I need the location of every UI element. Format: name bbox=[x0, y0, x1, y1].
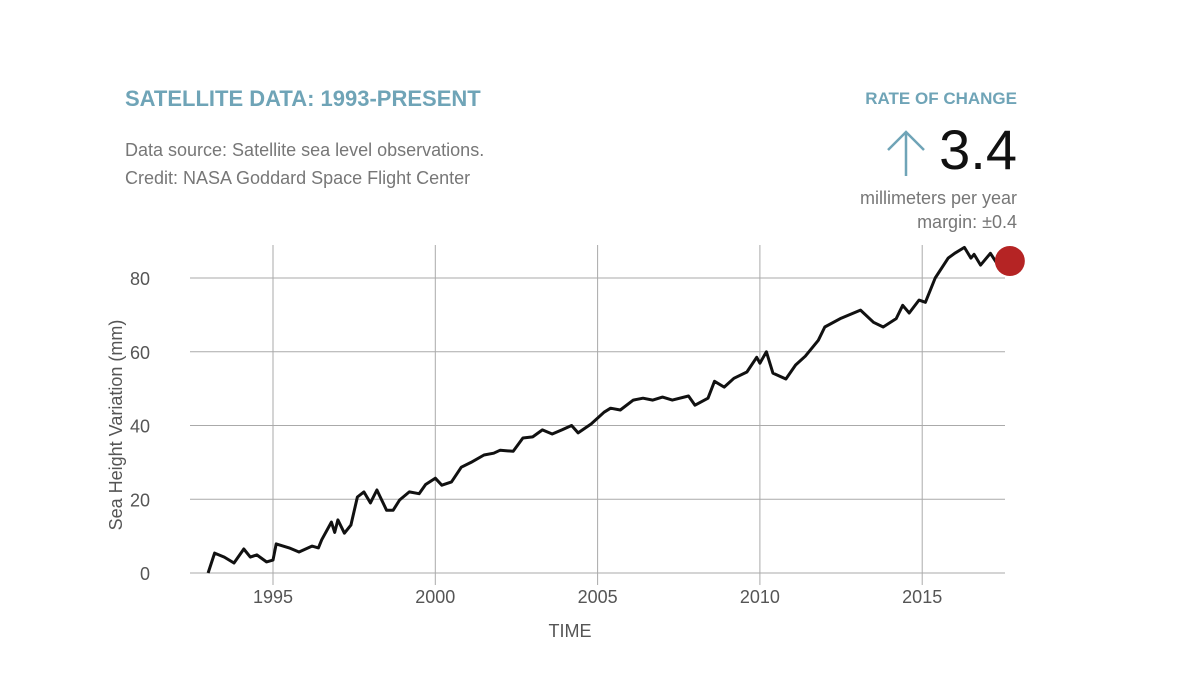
rate-value: 3.4 bbox=[939, 118, 1017, 181]
units-text: millimeters per year bbox=[859, 188, 1017, 208]
y-tick-label: 20 bbox=[130, 490, 150, 510]
chart-title: SATELLITE DATA: 1993-PRESENT bbox=[125, 86, 481, 111]
source-text: Data source: Satellite sea level observa… bbox=[125, 140, 485, 160]
y-tick-label: 0 bbox=[140, 564, 150, 584]
margin-text: margin: ±0.4 bbox=[917, 212, 1017, 232]
rate-of-change-label: RATE OF CHANGE bbox=[865, 89, 1017, 108]
x-tick-label: 2010 bbox=[740, 587, 780, 607]
x-tick-label: 2015 bbox=[902, 587, 942, 607]
x-tick-label: 2000 bbox=[415, 587, 455, 607]
y-tick-label: 80 bbox=[130, 269, 150, 289]
y-tick-label: 60 bbox=[130, 343, 150, 363]
credit-text: Credit: NASA Goddard Space Flight Center bbox=[125, 168, 471, 188]
sea-level-line bbox=[206, 245, 1011, 574]
x-tick-label: 2005 bbox=[578, 587, 618, 607]
rate-units: millimeters per year margin: ±0.4 bbox=[860, 186, 1017, 234]
up-arrow-icon bbox=[887, 130, 925, 176]
data-source: Data source: Satellite sea level observa… bbox=[125, 136, 484, 192]
latest-value-marker bbox=[994, 246, 1025, 277]
x-axis-label: TIME bbox=[549, 621, 592, 641]
y-axis-label: Sea Height Variation (mm) bbox=[106, 320, 126, 531]
y-tick-label: 40 bbox=[130, 417, 150, 437]
x-tick-label: 1995 bbox=[253, 587, 293, 607]
